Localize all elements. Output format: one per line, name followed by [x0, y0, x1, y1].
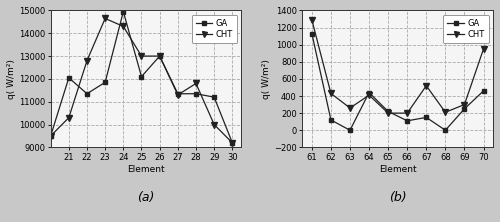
GA: [120, 10, 126, 13]
CHT: [193, 82, 199, 85]
Line: GA: GA: [310, 31, 486, 133]
CHT: [211, 123, 217, 126]
CHT: [366, 94, 372, 97]
GA: [138, 75, 144, 78]
GA: [347, 129, 353, 132]
GA: [424, 116, 430, 119]
CHT: [309, 18, 315, 21]
GA: [442, 129, 448, 132]
CHT: [66, 116, 72, 119]
CHT: [156, 55, 162, 57]
CHT: [102, 17, 108, 20]
GA: [230, 141, 235, 144]
Y-axis label: q( W/m²): q( W/m²): [262, 59, 271, 99]
Legend: GA, CHT: GA, CHT: [192, 15, 237, 44]
GA: [66, 76, 72, 79]
CHT: [347, 107, 353, 109]
GA: [309, 32, 315, 35]
CHT: [462, 103, 468, 106]
CHT: [138, 55, 144, 57]
GA: [385, 110, 391, 113]
CHT: [385, 112, 391, 115]
Y-axis label: q( W/m²): q( W/m²): [7, 59, 16, 99]
Line: CHT: CHT: [309, 17, 486, 116]
Line: GA: GA: [48, 9, 234, 145]
GA: [366, 91, 372, 94]
GA: [328, 119, 334, 121]
Legend: GA, CHT: GA, CHT: [444, 15, 489, 44]
CHT: [84, 59, 90, 62]
Text: (a): (a): [138, 191, 154, 204]
CHT: [48, 135, 54, 137]
CHT: [404, 112, 410, 115]
CHT: [120, 25, 126, 28]
CHT: [424, 84, 430, 87]
GA: [175, 92, 181, 95]
GA: [462, 107, 468, 110]
GA: [193, 92, 199, 95]
Text: (b): (b): [389, 191, 406, 204]
CHT: [230, 141, 235, 144]
CHT: [175, 93, 181, 96]
Line: CHT: CHT: [48, 16, 235, 146]
CHT: [442, 111, 448, 114]
CHT: [328, 92, 334, 95]
GA: [84, 92, 90, 95]
CHT: [480, 48, 486, 50]
GA: [211, 96, 217, 99]
GA: [48, 135, 54, 137]
GA: [156, 55, 162, 57]
X-axis label: Element: Element: [379, 165, 416, 174]
GA: [480, 89, 486, 92]
GA: [102, 81, 108, 84]
GA: [404, 119, 410, 122]
X-axis label: Element: Element: [127, 165, 165, 174]
